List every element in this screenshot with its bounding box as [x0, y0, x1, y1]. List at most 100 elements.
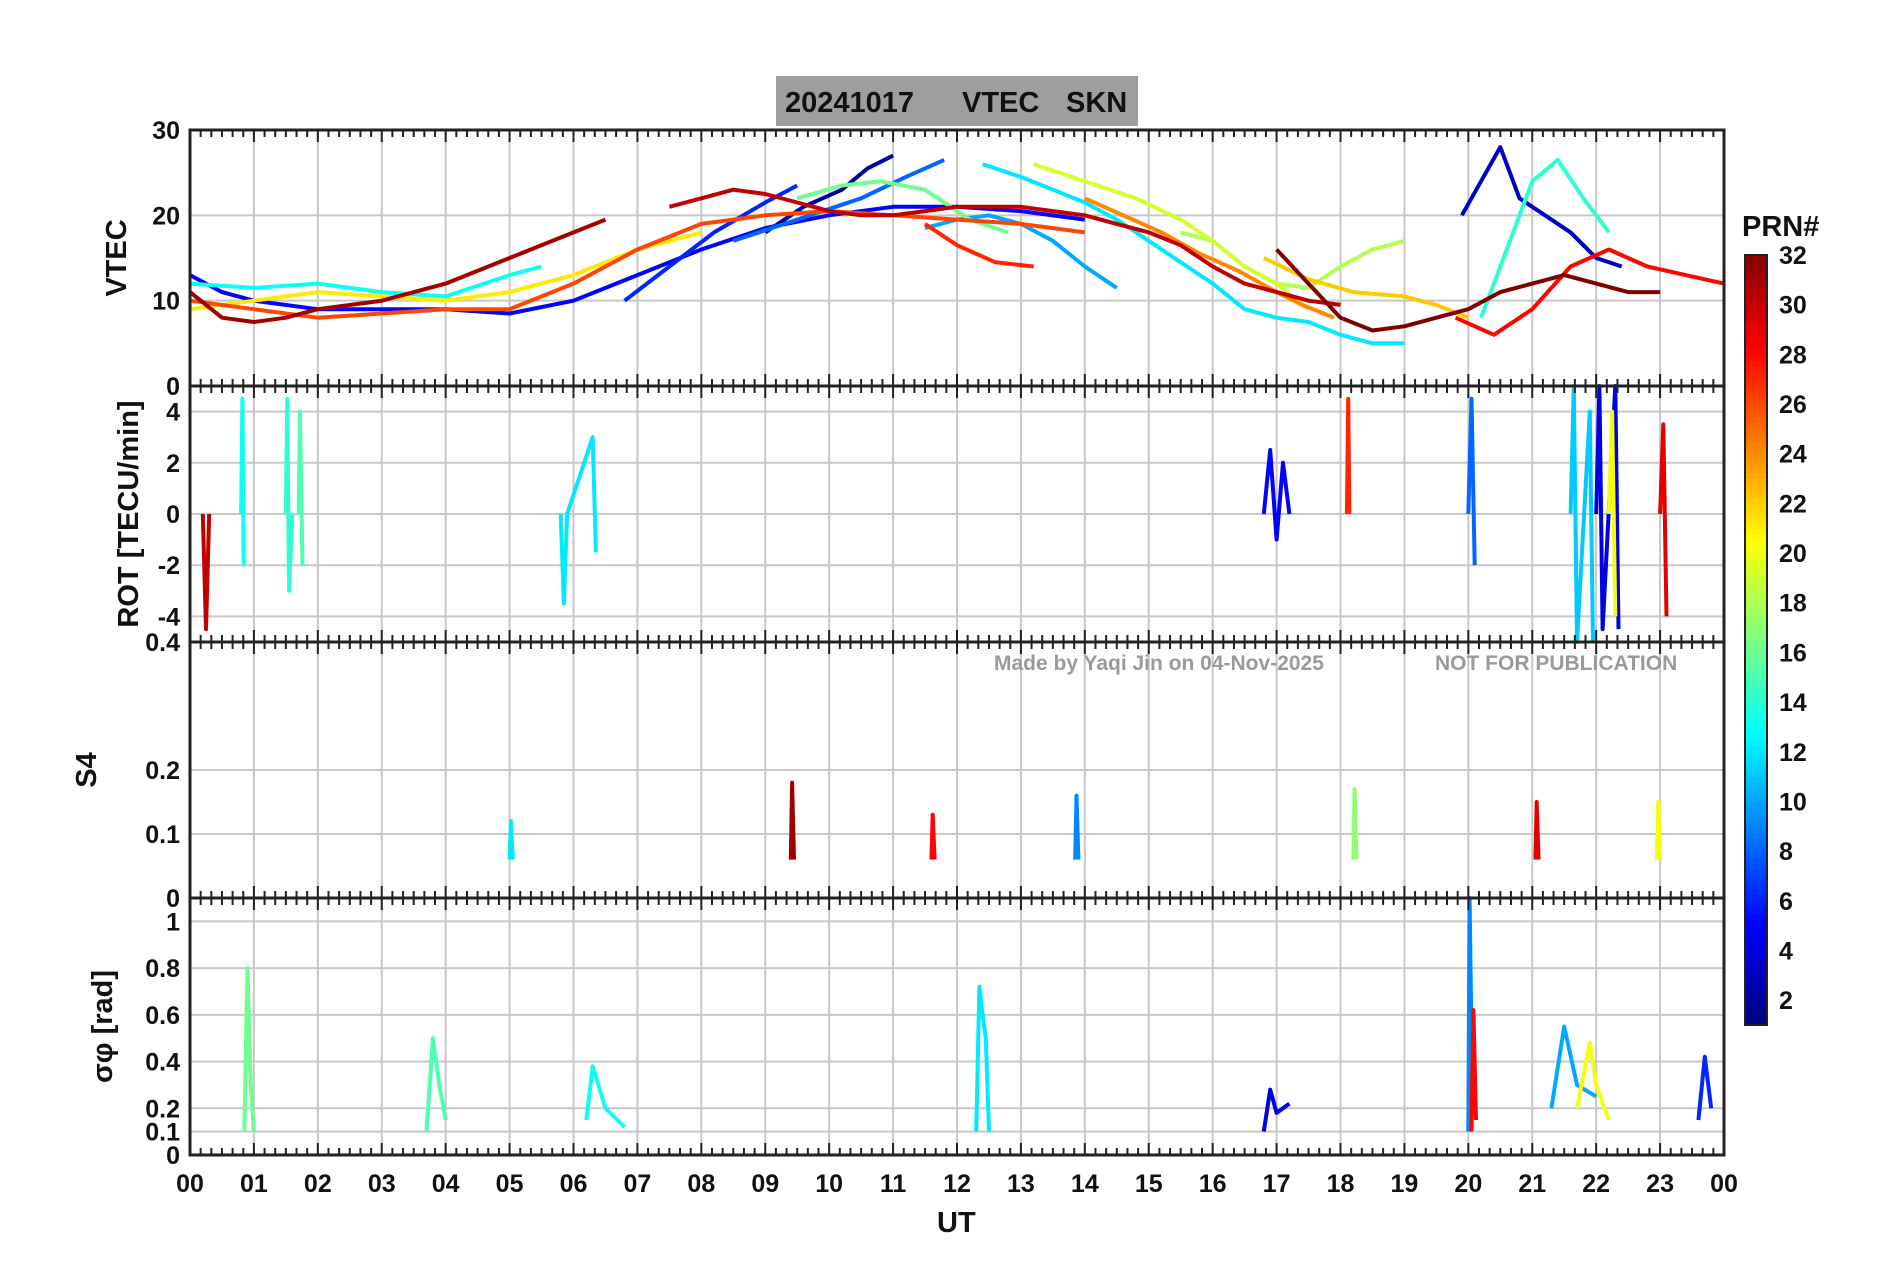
colorbar-tick-label: 20	[1779, 540, 1807, 568]
colorbar-segment	[1745, 689, 1767, 697]
x-tick-label: 00	[1710, 1170, 1738, 1198]
colorbar-segment	[1745, 801, 1767, 809]
x-tick-label: 18	[1327, 1170, 1355, 1198]
y-tick-label: 0.8	[145, 955, 180, 983]
colorbar-segment	[1745, 267, 1767, 275]
watermark-credit: Made by Yaqi Jin on 04-Nov-2025	[994, 652, 1324, 675]
colorbar-segment	[1745, 869, 1767, 877]
colorbar-segment	[1745, 341, 1767, 349]
colorbar-segment	[1745, 664, 1767, 672]
colorbar-segment	[1745, 503, 1767, 511]
title-background	[776, 76, 1138, 126]
colorbar-segment	[1745, 534, 1767, 542]
colorbar-segment	[1745, 981, 1767, 989]
panel-frame-sigma_phi	[188, 896, 1726, 1157]
x-axis-label: UT	[937, 1207, 976, 1239]
colorbar-segment	[1745, 596, 1767, 604]
colorbar-segment	[1745, 379, 1767, 387]
series-prn-20	[1654, 800, 1663, 860]
colorbar-segment	[1745, 894, 1767, 902]
x-tick-label: 21	[1518, 1170, 1546, 1198]
colorbar-segment	[1745, 435, 1767, 442]
colorbar-segment	[1745, 584, 1767, 591]
x-tick-label: 14	[1071, 1170, 1099, 1198]
colorbar-segment	[1745, 416, 1767, 424]
colorbar-segment	[1745, 882, 1767, 889]
x-tick-label: 16	[1199, 1170, 1227, 1198]
colorbar-segment	[1745, 987, 1767, 995]
colorbar-segment	[1745, 559, 1767, 567]
colorbar-segment	[1745, 844, 1767, 852]
colorbar-segment	[1745, 323, 1767, 331]
colorbar-segment	[1745, 907, 1767, 914]
y-tick-label: 0.2	[145, 757, 180, 785]
x-tick-label: 09	[751, 1170, 779, 1198]
title-date: 20241017	[785, 87, 914, 119]
panel-frames	[188, 128, 1726, 1157]
title-box: 20241017 VTEC SKN	[776, 76, 1138, 126]
colorbar-segment	[1745, 745, 1767, 753]
colorbar-segment	[1745, 310, 1767, 318]
colorbar-segment	[1745, 422, 1767, 430]
y-tick-label: 0.4	[145, 1049, 180, 1077]
colorbar-segment	[1745, 969, 1767, 976]
series-prn-17	[1351, 787, 1359, 860]
colorbar-segment	[1745, 633, 1767, 641]
y-tick-label: 0.1	[145, 1119, 180, 1147]
colorbar-tick-label: 32	[1779, 242, 1807, 270]
colorbar-tick-label: 14	[1779, 689, 1807, 717]
colorbar-segment	[1745, 714, 1767, 722]
series-prn-15	[296, 409, 305, 566]
colorbar-tick-label: 22	[1779, 490, 1807, 518]
y-tick-label: 0	[166, 885, 180, 913]
colorbar-segment	[1745, 683, 1767, 691]
x-tick-label: 17	[1263, 1170, 1291, 1198]
colorbar-segment	[1745, 919, 1767, 927]
y-axis-label-vtec: VTEC	[101, 219, 133, 296]
series-prn-12	[558, 435, 598, 606]
colorbar-segment	[1745, 900, 1767, 908]
colorbar-tick-label: 6	[1779, 888, 1793, 916]
x-tick-label: 04	[432, 1170, 460, 1198]
x-tick-label: 03	[368, 1170, 396, 1198]
colorbar-segment	[1745, 820, 1767, 827]
colorbar-segment	[1745, 484, 1767, 492]
colorbar-segment	[1745, 261, 1767, 269]
colorbar-segment	[1745, 447, 1767, 455]
series-prn-12	[507, 819, 515, 860]
colorbar-segment	[1745, 292, 1767, 300]
colorbar-segment	[1745, 975, 1767, 983]
colorbar-segment	[1745, 838, 1767, 846]
colorbar-segment	[1745, 348, 1767, 355]
y-axis-label-sigma_phi: σφ [rad]	[87, 970, 119, 1083]
y-axis-label-rot: ROT [TECU/min]	[113, 400, 145, 627]
watermark-notice: NOT FOR PUBLICATION	[1435, 652, 1677, 675]
x-tick-label: 23	[1646, 1170, 1674, 1198]
series-prn-24	[1083, 196, 1335, 320]
colorbar-segment	[1745, 273, 1767, 281]
title-quantity: VTEC	[962, 87, 1039, 119]
colorbar-segment	[1745, 1012, 1767, 1020]
x-tick-label: 01	[240, 1170, 268, 1198]
colorbar-segment	[1745, 410, 1767, 418]
colorbar-tick-label: 24	[1779, 441, 1807, 469]
colorbar-segment	[1745, 1006, 1767, 1014]
series-prn-29	[1533, 800, 1541, 860]
colorbar-segment	[1745, 702, 1767, 709]
y-axis-label-s4: S4	[71, 752, 103, 787]
colorbar-segment	[1745, 279, 1767, 287]
colorbar-segment	[1745, 944, 1767, 952]
colorbar-segment	[1745, 826, 1767, 834]
colorbar-segment	[1745, 472, 1767, 480]
series-prn-15	[424, 1036, 448, 1132]
series-prn-8	[732, 158, 946, 243]
y-tick-label: 4	[166, 399, 180, 427]
colorbar-segment	[1745, 993, 1767, 1001]
series-prn-13	[189, 264, 543, 299]
series-prn-30	[668, 187, 1341, 307]
y-tick-label: -2	[158, 552, 180, 580]
series-prn-31	[188, 217, 607, 324]
series-prn-16	[242, 966, 256, 1132]
colorbar-segment	[1745, 335, 1767, 343]
